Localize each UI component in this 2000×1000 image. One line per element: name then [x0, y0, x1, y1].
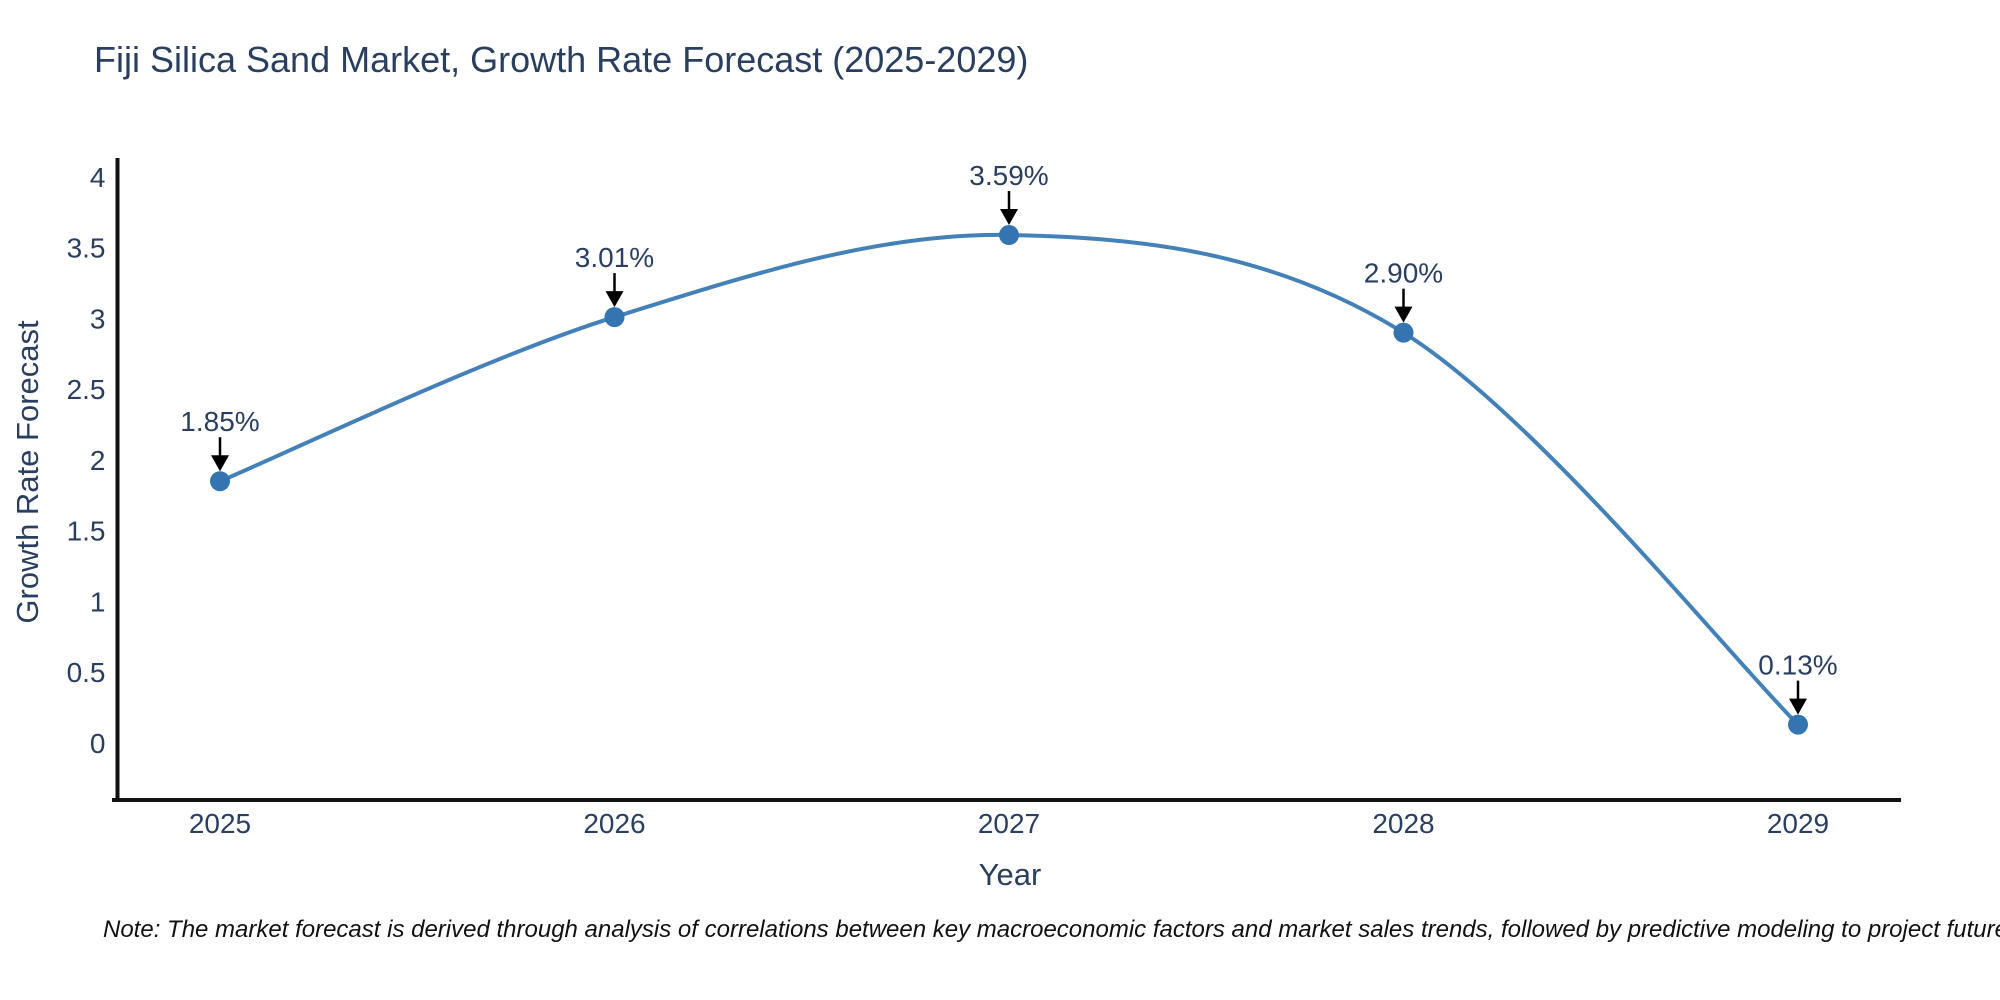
annotation-arrow-head — [1394, 306, 1413, 323]
annotation-arrow-head — [605, 291, 624, 308]
y-axis-label: Growth Rate Forecast — [10, 320, 45, 624]
y-tick-label: 1.5 — [67, 516, 106, 547]
note-text: Note: The market forecast is derived thr… — [103, 916, 2000, 943]
point-value-label: 3.01% — [575, 242, 654, 273]
x-tick-label: 2027 — [978, 808, 1040, 839]
point-value-label: 3.59% — [969, 160, 1048, 191]
annotation-arrow-head — [1789, 698, 1807, 715]
x-tick-label: 2029 — [1767, 808, 1829, 839]
data-point-2027[interactable] — [999, 225, 1019, 246]
point-value-label: 1.85% — [180, 406, 259, 437]
data-point-2025[interactable] — [210, 471, 230, 492]
y-tick-label: 3.5 — [67, 233, 106, 264]
y-tick-label: 0.5 — [67, 657, 106, 688]
x-axis-label: Year — [978, 857, 1042, 892]
data-point-2029[interactable] — [1788, 714, 1808, 735]
data-point-2028[interactable] — [1393, 322, 1414, 343]
y-tick-label: 2 — [90, 445, 106, 476]
y-tick-label: 2.5 — [67, 374, 106, 405]
trend-line — [218, 232, 1800, 727]
data-point-2026[interactable] — [604, 307, 625, 328]
x-tick-label: 2025 — [189, 808, 251, 839]
annotation-arrow-head — [211, 455, 229, 472]
chart-title: Fiji Silica Sand Market, Growth Rate For… — [94, 39, 1029, 80]
point-value-label: 2.90% — [1364, 257, 1443, 288]
x-tick-label: 2028 — [1372, 808, 1434, 839]
annotation-arrow-head — [1000, 209, 1018, 226]
y-tick-label: 4 — [90, 162, 106, 193]
y-tick-label: 3 — [90, 303, 106, 334]
x-tick-label: 2026 — [583, 808, 645, 839]
y-tick-label: 0 — [90, 728, 106, 759]
point-value-label: 0.13% — [1758, 649, 1837, 680]
y-tick-label: 1 — [90, 586, 106, 617]
